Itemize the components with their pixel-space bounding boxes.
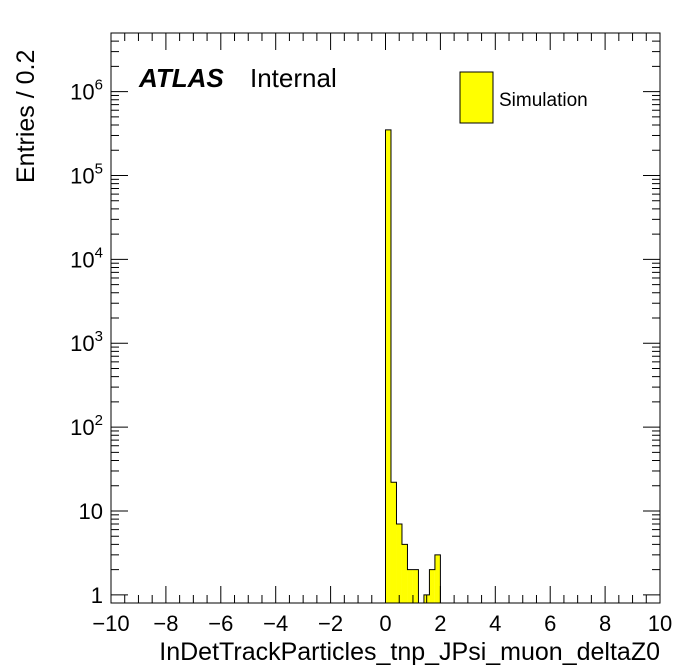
x-tick-label: −2 xyxy=(318,611,343,636)
x-tick-label: 4 xyxy=(489,611,501,636)
y-tick-label: 10 xyxy=(79,499,103,524)
histogram-bin-8 xyxy=(434,554,441,603)
y-tick-label: 102 xyxy=(70,412,103,440)
histogram-bin-5 xyxy=(412,569,419,603)
y-tick-label: 1 xyxy=(91,583,103,608)
histogram-bin-2 xyxy=(396,523,402,603)
atlas-sublabel: Internal xyxy=(250,63,337,93)
axis-tick-labels: −10 −8 −6 −4 −2 0 2 4 6 8 10 1 10 102 103 104 105 106 xyxy=(70,77,672,636)
histogram-bin-3 xyxy=(401,544,408,603)
histogram-bin-0 xyxy=(385,129,391,604)
histogram-bin-4 xyxy=(407,569,413,603)
x-tick-label: 10 xyxy=(648,611,672,636)
histogram-outline xyxy=(385,129,441,603)
y-tick-label: 104 xyxy=(70,244,103,272)
x-tick-label: −10 xyxy=(92,611,129,636)
x-axis-label: InDetTrackParticles_tnp_JPsi_muon_deltaZ… xyxy=(159,638,660,666)
x-tick-label: 0 xyxy=(379,611,391,636)
histogram-bars xyxy=(385,129,441,604)
x-tick-label: −8 xyxy=(153,611,178,636)
axis-ticks xyxy=(110,32,661,603)
legend-swatch xyxy=(459,71,494,124)
histogram-bin-1 xyxy=(390,482,397,603)
x-tick-label: 8 xyxy=(599,611,611,636)
legend-entry-simulation: Simulation xyxy=(499,90,588,111)
y-tick-label: 103 xyxy=(70,328,103,356)
y-tick-label: 105 xyxy=(70,161,103,189)
x-tick-label: 6 xyxy=(544,611,556,636)
y-tick-label: 106 xyxy=(70,77,103,105)
atlas-label: ATLAS xyxy=(138,63,224,93)
x-tick-label: −4 xyxy=(263,611,288,636)
x-tick-label: 2 xyxy=(434,611,446,636)
legend: Simulation xyxy=(459,71,588,124)
y-axis-label: Entries / 0.2 xyxy=(12,50,40,183)
x-tick-label: −6 xyxy=(208,611,233,636)
histogram-bin-7 xyxy=(429,569,435,603)
